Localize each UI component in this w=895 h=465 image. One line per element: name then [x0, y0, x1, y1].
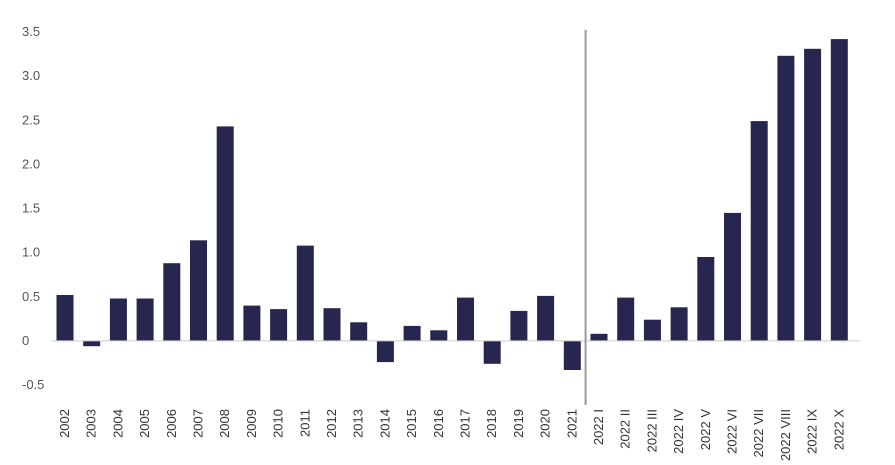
- bar-2022-ix: [804, 48, 822, 341]
- x-tick-label: 2021: [564, 409, 579, 438]
- bar-2003: [83, 340, 101, 347]
- x-tick-label: 2022 X: [831, 409, 846, 451]
- bar-2008: [216, 126, 234, 341]
- bar-2020: [537, 295, 555, 341]
- bar-2021: [563, 340, 581, 370]
- x-tick-label: 2014: [377, 409, 392, 438]
- bar-2014: [376, 340, 394, 363]
- y-tick-label: 3.5: [22, 24, 40, 39]
- x-tick-label: 2015: [404, 409, 419, 438]
- bar-2013: [350, 322, 368, 341]
- bar-2022-iv: [670, 307, 688, 341]
- bar-2022-vii: [750, 121, 768, 341]
- y-tick-label: 0: [22, 333, 29, 348]
- bar-2022-x: [830, 39, 848, 341]
- x-tick-label: 2002: [57, 409, 72, 438]
- bar-2012: [323, 308, 341, 341]
- bar-2017: [457, 297, 474, 341]
- bar-2018: [483, 340, 501, 364]
- bar-2022-ii: [617, 297, 635, 341]
- bar-2005: [136, 298, 154, 341]
- x-tick-label: 2009: [244, 409, 259, 438]
- x-tick-label: 2022 VIII: [778, 409, 793, 461]
- y-tick-label: 1.5: [22, 201, 40, 216]
- x-tick-label: 2022 V: [698, 409, 713, 451]
- bar-2022-iii: [643, 319, 661, 341]
- bar-2016: [430, 330, 448, 341]
- bar-2022-viii: [777, 55, 795, 341]
- x-tick-label: 2022 IX: [805, 409, 820, 454]
- x-tick-label: 2007: [191, 409, 206, 438]
- x-tick-label: 2022 IV: [671, 409, 686, 454]
- y-tick-label: 0.5: [22, 289, 40, 304]
- bar-2002: [56, 295, 74, 341]
- x-tick-label: 2022 VI: [725, 409, 740, 454]
- bar-2022-i: [590, 333, 608, 341]
- bar-2004: [109, 298, 127, 341]
- x-tick-label: 2016: [431, 409, 446, 438]
- x-tick-label: 2022 I: [591, 409, 606, 445]
- bar-2007: [190, 240, 207, 341]
- x-tick-label: 2004: [110, 409, 125, 438]
- x-tick-label: 2011: [297, 409, 312, 437]
- y-tick-label: 3.0: [22, 68, 40, 83]
- x-axis: 2002 2003 2004 2005 2006 2007 2008 2009 2010 2011…: [57, 409, 846, 461]
- x-tick-label: 2019: [511, 409, 526, 438]
- x-tick-label: 2006: [164, 409, 179, 438]
- x-tick-label: 2020: [538, 409, 553, 438]
- x-tick-label: 2022 III: [644, 409, 659, 452]
- y-tick-label: 2.0: [22, 156, 40, 171]
- y-tick-label: 2.5: [22, 112, 40, 127]
- bar-2019: [510, 310, 528, 341]
- y-tick-label: -0.5: [22, 377, 44, 392]
- bar-2011: [296, 245, 314, 341]
- x-tick-label: 2013: [351, 409, 366, 438]
- x-tick-label: 2018: [484, 409, 499, 438]
- x-tick-label: 2010: [271, 409, 286, 438]
- bar-2010: [270, 309, 288, 341]
- x-tick-label: 2012: [324, 409, 339, 438]
- bar-2009: [243, 305, 261, 341]
- x-tick-label: 2022 II: [618, 409, 633, 449]
- bar-2006: [163, 263, 181, 341]
- bar-2022-vi: [724, 212, 741, 341]
- x-tick-label: 2017: [458, 409, 473, 438]
- bar-2015: [403, 325, 421, 341]
- x-tick-label: 2022 VII: [751, 409, 766, 457]
- y-tick-label: 1.0: [22, 245, 40, 260]
- x-tick-label: 2003: [84, 409, 99, 438]
- bar-2022-v: [697, 257, 715, 341]
- y-axis: 3.5 3.0 2.5 2.0 1.5 1.0 0.5 0 -0.5: [22, 24, 44, 392]
- x-tick-label: 2008: [217, 409, 232, 438]
- x-tick-label: 2005: [137, 409, 152, 438]
- bars: [56, 39, 848, 370]
